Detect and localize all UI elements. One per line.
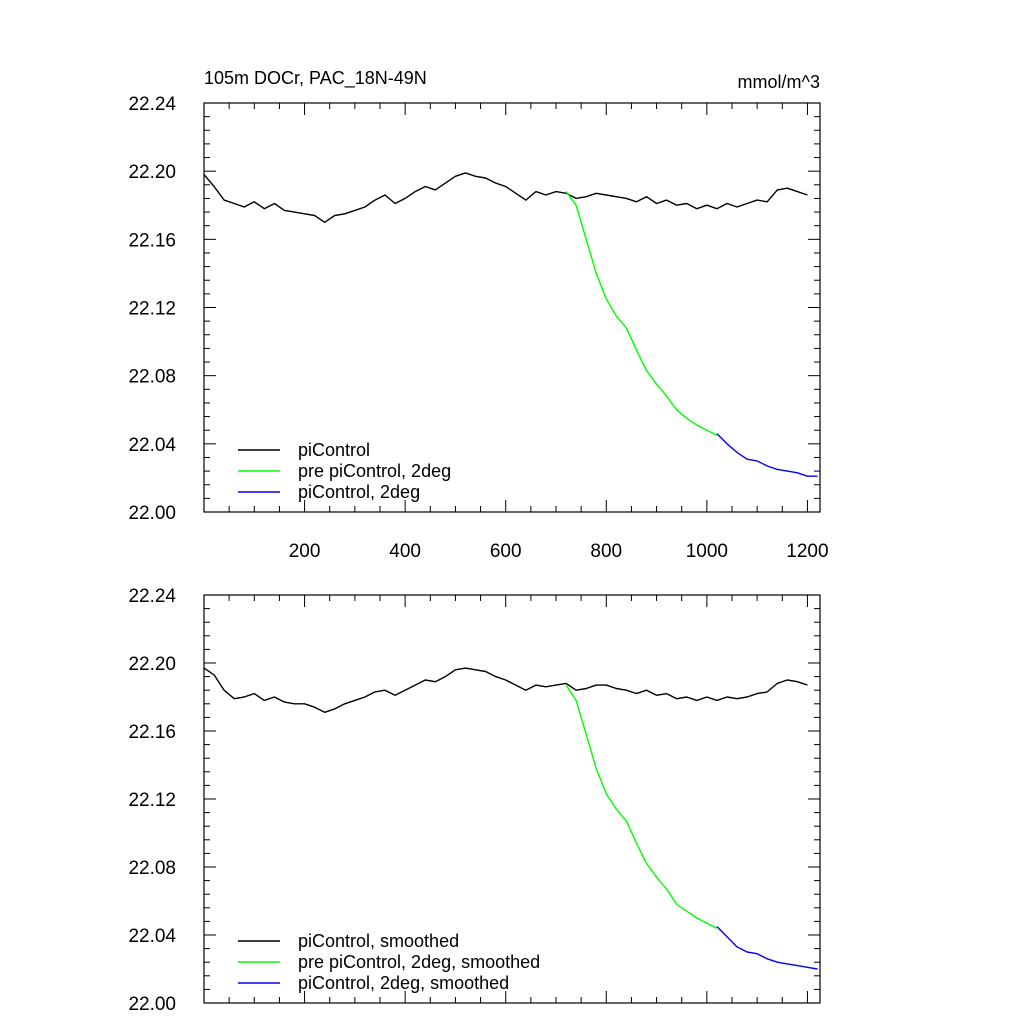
x-tick-label: 1000 (686, 541, 728, 562)
figure-units: mmol/m^3 (738, 72, 820, 92)
top-line-chart: 22.00 22.04 22.08 22.12 22.16 22.20 22.24 200 40… (128, 94, 828, 562)
legend-label: piControl, 2deg (298, 482, 420, 502)
x-tick-label: 800 (590, 541, 622, 562)
y-tick-label: 22.12 (128, 790, 176, 811)
y-tick-label: 22.12 (128, 299, 176, 320)
legend-label: piControl, 2deg, smoothed (298, 973, 509, 993)
y-tick-label: 22.20 (128, 162, 176, 183)
plot-frame (203, 102, 821, 513)
y-tick-label: 22.24 (128, 586, 176, 607)
series-line-0 (203, 667, 808, 713)
y-tick-label: 22.04 (128, 435, 176, 456)
y-tick-label: 22.16 (128, 230, 176, 251)
y-tick-label: 22.00 (128, 994, 176, 1015)
x-tick-label: 600 (490, 541, 522, 562)
x-tick-label: 1200 (786, 541, 828, 562)
series-line-2 (716, 433, 818, 477)
x-tick-label: 200 (289, 541, 321, 562)
figure-title: 105m DOCr, PAC_18N-49N (204, 68, 427, 89)
series-line-1 (565, 684, 718, 929)
series-line-2 (716, 926, 818, 970)
plot-frame (203, 594, 821, 1004)
legend-label: pre piControl, 2deg (298, 461, 451, 481)
x-tick-label: 400 (389, 541, 421, 562)
y-tick-label: 22.08 (128, 367, 176, 388)
y-tick-label: 22.04 (128, 926, 176, 947)
y-tick-label: 22.20 (128, 654, 176, 675)
bottom-line-chart: 22.00 22.04 22.08 22.12 22.16 22.20 22.24 piCon… (128, 586, 821, 1015)
series-line-1 (565, 191, 718, 436)
legend-label: piControl, smoothed (298, 931, 459, 951)
y-tick-label: 22.00 (128, 503, 176, 524)
legend-label: piControl (298, 440, 370, 460)
legend-label: pre piControl, 2deg, smoothed (298, 952, 540, 972)
series-line-0 (203, 172, 808, 224)
y-tick-label: 22.16 (128, 722, 176, 743)
y-tick-label: 22.08 (128, 858, 176, 879)
y-tick-label: 22.24 (128, 94, 176, 115)
